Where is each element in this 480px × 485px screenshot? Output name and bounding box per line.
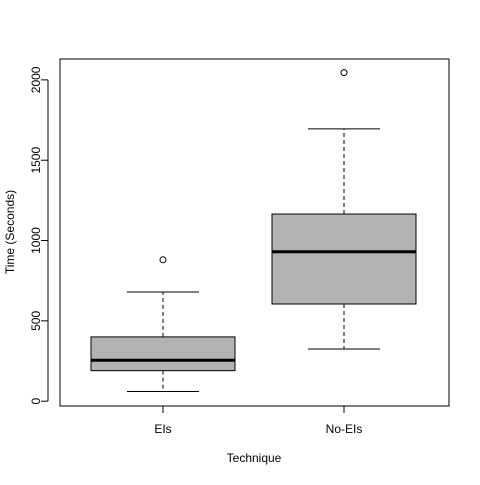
x-axis: EIs No-EIs: [154, 405, 363, 436]
x-tick-label: EIs: [154, 422, 171, 436]
x-axis-label: Technique: [227, 451, 282, 465]
outlier-point: [159, 256, 167, 264]
y-tick-label: 0: [29, 398, 43, 405]
y-axis-label: Time (Seconds): [3, 190, 17, 274]
box-group: [90, 256, 236, 393]
box-group: [271, 69, 417, 350]
outlier-point: [340, 69, 348, 77]
y-tick-label: 1000: [29, 227, 43, 254]
iqr-box: [90, 336, 236, 372]
y-axis: 0 500 1000 1500 2000: [29, 66, 49, 405]
y-tick-label: 500: [29, 311, 43, 331]
y-tick-label: 1500: [29, 147, 43, 174]
y-tick-label: 2000: [29, 66, 43, 93]
boxes-layer: [90, 69, 417, 393]
iqr-box: [271, 213, 417, 305]
x-tick-label: No-EIs: [326, 422, 363, 436]
